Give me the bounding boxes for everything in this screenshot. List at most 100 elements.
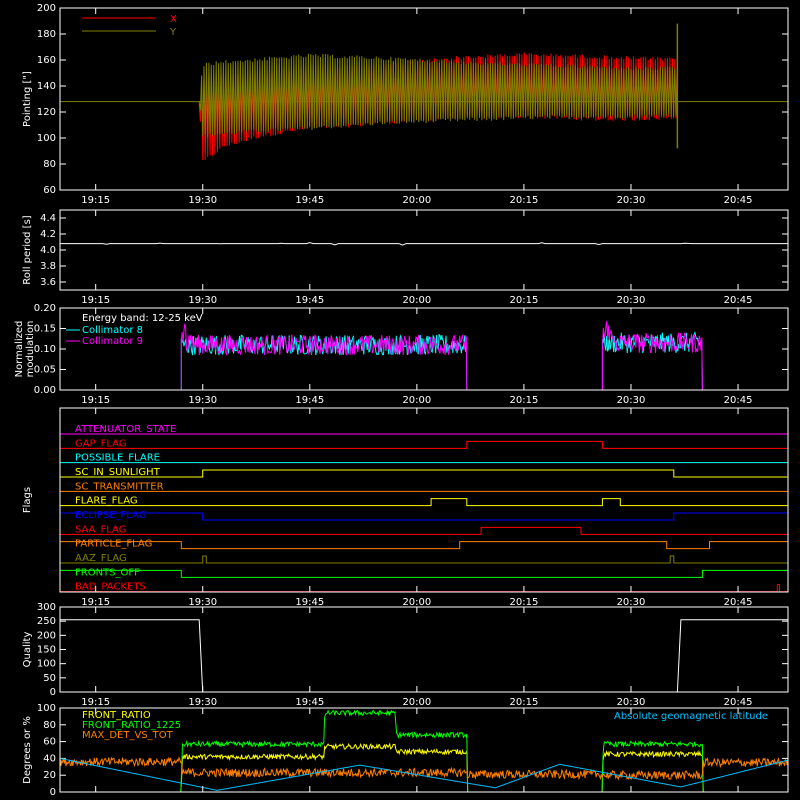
flag-label-possible-flare: POSSIBLE_FLARE (75, 453, 160, 464)
pointing-xtick-label: 19:15 (81, 195, 110, 206)
pointing-xtick-label: 19:45 (295, 195, 324, 206)
modulation-ytick-label: 0.20 (34, 303, 56, 314)
quality-ylabel: Quality (22, 632, 33, 668)
quality-series (60, 619, 788, 693)
modulation-legend-label: Collimator 8 (82, 325, 143, 336)
quality-ytick-label: 150 (37, 645, 56, 656)
pointing-xtick-label: 20:45 (724, 195, 753, 206)
flag-label-bad-packets: BAD_PACKETS (75, 582, 146, 593)
ratios-series-front-ratio (60, 742, 788, 793)
quality-xtick-label: 19:45 (295, 697, 324, 708)
quality-ytick-label: 50 (43, 673, 56, 684)
modulation-xtick-label: 19:15 (81, 395, 110, 406)
flag-line-sc-in-sunlight (60, 469, 788, 478)
ratios-legend-label: FRONT_RATIO_1225 (82, 720, 181, 731)
modulation-xtick-label: 20:00 (402, 395, 431, 406)
roll-period-frame (59, 209, 789, 291)
roll-period-ytick-label: 3.6 (40, 277, 56, 288)
quality-xtick-label: 19:30 (188, 697, 217, 708)
modulation-annotation: Energy band: 12-25 keV (82, 313, 203, 324)
pointing-ytick-label: 200 (37, 3, 56, 14)
modulation-ylabel: Normalized (14, 321, 25, 378)
ratios-legend-label: MAX_DET_VS_TOT (82, 730, 174, 741)
ratios-ytick-label: 20 (43, 770, 56, 781)
roll-period-xtick-label: 19:15 (81, 295, 110, 306)
flag-line-gap-flag (60, 440, 788, 449)
pointing-xtick-label: 19:30 (188, 195, 217, 206)
pointing-frame (59, 7, 789, 191)
flag-label-attenuator-state: ATTENUATOR_STATE (75, 424, 176, 435)
modulation-xtick-label: 19:30 (188, 395, 217, 406)
ratios-legend-geolat: Absolute geomagnetic latitude (614, 711, 768, 722)
modulation-xtick-label: 20:30 (617, 395, 646, 406)
flag-label-particle-flag: PARTICLE_FLAG (75, 539, 152, 550)
pointing-ytick-label: 120 (37, 107, 56, 118)
pointing-xtick-label: 20:30 (617, 195, 646, 206)
flag-line-fronts-off (59, 569, 789, 578)
modulation-ylabel: modulation (25, 321, 36, 378)
ratios-series-absolute-geomagnetic-latitude (59, 757, 789, 791)
modulation-xtick-label: 20:15 (510, 395, 539, 406)
roll-period-xtick-label: 20:00 (402, 295, 431, 306)
flag-label-sc-transmitter: SC_TRANSMITTER (75, 481, 164, 492)
roll-period-ytick-label: 4.2 (40, 229, 56, 240)
flag-line-flare-flag (60, 498, 788, 507)
flag-line-bad-packets (60, 584, 788, 593)
roll-period-ytick-label: 4.4 (40, 213, 56, 224)
pointing-xtick-label: 20:00 (402, 195, 431, 206)
pointing-ytick-label: 180 (37, 29, 56, 40)
quality-xtick-label: 20:30 (617, 697, 646, 708)
quality-xtick-label: 20:15 (510, 697, 539, 708)
flags-xtick-label: 19:45 (295, 597, 324, 608)
flag-label-gap-flag: GAP_FLAG (75, 438, 127, 449)
ratios-series-front-ratio-1225 (60, 709, 788, 793)
ratios-ytick-label: 80 (43, 720, 56, 731)
ratios-ytick-label: 60 (43, 737, 56, 748)
flags-xtick-label: 20:00 (402, 597, 431, 608)
flags-xtick-label: 19:30 (188, 597, 217, 608)
flag-label-fronts-off: FRONTS_OFF (75, 567, 140, 578)
roll-period-xtick-label: 19:45 (295, 295, 324, 306)
pointing-ytick-label: 60 (43, 185, 56, 196)
flag-line-saa-flag (60, 526, 788, 535)
flag-line-aaz-flag (60, 555, 788, 564)
modulation-ytick-label: 0.15 (34, 324, 56, 335)
quality-ytick-label: 100 (37, 659, 56, 670)
flags-xtick-label: 20:15 (510, 597, 539, 608)
legend-label-y: Y (169, 27, 177, 38)
modulation-frame (59, 307, 789, 391)
roll-period-ytick-label: 4.0 (40, 245, 56, 256)
pointing-ytick-label: 140 (37, 81, 56, 92)
modulation-ytick-label: 0.05 (34, 365, 56, 376)
quality-ytick-label: 0 (50, 687, 56, 698)
modulation-xtick-label: 19:45 (295, 395, 324, 406)
ratios-ytick-label: 0 (50, 787, 56, 798)
ratios-frame (59, 707, 789, 793)
flags-frame (59, 407, 789, 593)
ratios-series-max-det-vs-tot (59, 756, 789, 781)
quality-ytick-label: 200 (37, 630, 56, 641)
quality-xtick-label: 20:00 (402, 697, 431, 708)
quality-ytick-label: 300 (37, 602, 56, 613)
modulation-ytick-label: 0.00 (34, 385, 56, 396)
roll-period-xtick-label: 20:45 (724, 295, 753, 306)
ratios-ytick-label: 100 (37, 703, 56, 714)
flag-label-eclipse-flag: ECLIPSE_FLAG (75, 510, 146, 521)
flags-xtick-label: 19:15 (81, 597, 110, 608)
flags-xtick-label: 20:30 (617, 597, 646, 608)
pointing-ylabel: Pointing ["] (22, 71, 33, 127)
flag-label-sc-in-sunlight: SC_IN_SUNLIGHT (75, 467, 161, 478)
quality-xtick-label: 19:15 (81, 697, 110, 708)
flag-label-aaz-flag: AAZ_FLAG (75, 553, 127, 564)
roll-period-ylabel: Roll period [s] (22, 215, 33, 284)
roll-period-series (60, 242, 788, 246)
pointing-ytick-label: 100 (37, 133, 56, 144)
modulation-series-9 (60, 320, 788, 391)
roll-period-xtick-label: 19:30 (188, 295, 217, 306)
ratios-ylabel: Degrees or % (22, 716, 33, 784)
legend-label-x: X (170, 14, 177, 25)
pointing-ytick-label: 160 (37, 55, 56, 66)
modulation-ytick-label: 0.10 (34, 344, 56, 355)
flag-line-particle-flag (59, 541, 789, 550)
